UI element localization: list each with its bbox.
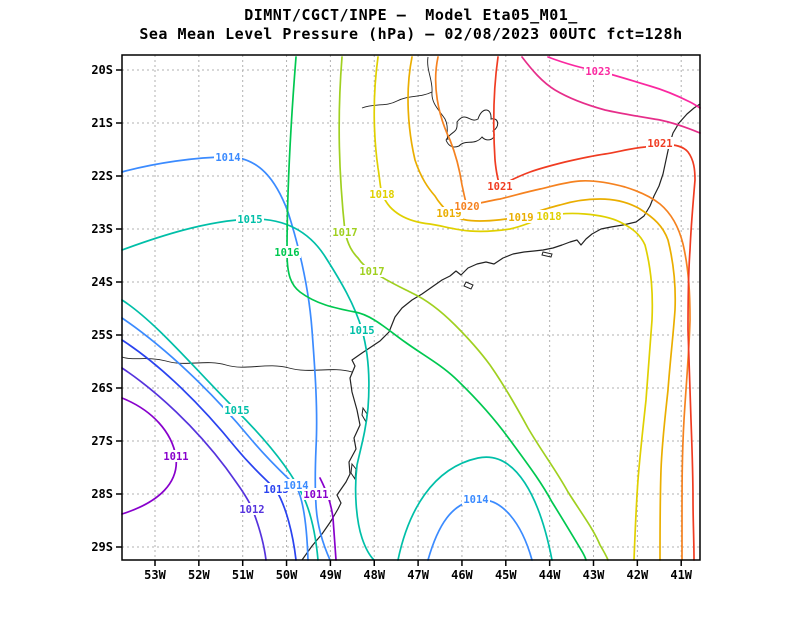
isobar-label: 1017 (332, 227, 357, 239)
isobar-label: 1020 (454, 201, 479, 213)
river-border-line (427, 56, 449, 141)
isobar-1015 (121, 299, 319, 561)
isobar-label: 1019 (508, 212, 533, 224)
isobar-lines (121, 56, 701, 561)
y-axis-label: 26S (91, 381, 113, 395)
isobar-1014 (427, 498, 533, 561)
coastline-layer (121, 56, 701, 561)
x-axis-label: 43W (583, 568, 605, 582)
river-border-line (121, 356, 353, 373)
axis-ticks (116, 69, 682, 566)
island (541, 251, 553, 258)
x-axis-label: 44W (539, 568, 561, 582)
isobar-label: 1012 (239, 504, 264, 516)
isobar-label-mask (282, 479, 310, 491)
x-axis-label: 48W (363, 568, 385, 582)
x-axis-label: 46W (451, 568, 473, 582)
isobar-label-mask (453, 200, 481, 212)
isobar-label: 1023 (585, 66, 610, 78)
x-axis-label: 53W (144, 568, 166, 582)
isobar-label-mask (462, 493, 490, 505)
axis-tick-labels: 53W 52W 51W 50W 49W 48W 47W 46W 45W 44W 43W 42W 41W 2… (91, 63, 692, 582)
isobar-1022 (521, 56, 701, 134)
isobar-label: 1015 (237, 214, 262, 226)
isobar-label-mask (273, 246, 301, 258)
x-axis-label: 42W (627, 568, 649, 582)
isobar-label: 1016 (274, 247, 299, 259)
isobar-label-mask (348, 324, 376, 336)
isobar-label-mask (162, 450, 190, 462)
isobar-label-mask (368, 188, 396, 200)
isobar-label-mask (486, 180, 514, 192)
isobar-label: 1018 (536, 211, 561, 223)
isobar-label: 1017 (359, 266, 384, 278)
isobar-label-mask (535, 210, 563, 222)
isobar-1020 (434, 56, 691, 561)
isobar-label: 1011 (163, 451, 188, 463)
lake (445, 109, 499, 148)
isobar-label-mask (646, 137, 674, 149)
isobar-1013 (121, 339, 297, 561)
x-axis-label: 45W (495, 568, 517, 582)
isobar-label-mask (238, 503, 266, 515)
x-axis-label: 47W (407, 568, 429, 582)
coastline (301, 103, 701, 561)
x-axis-label: 41W (670, 568, 692, 582)
isobar-label-mask (223, 404, 251, 416)
isobar-1017 (338, 56, 609, 561)
y-axis-label: 20S (91, 63, 113, 77)
isobar-label: 1014 (283, 480, 308, 492)
isobar-label: 1011 (303, 489, 328, 501)
x-axis-label: 49W (320, 568, 342, 582)
river-border-line (361, 91, 433, 109)
map-title-model: DIMNT/CGCT/INPE – Model Eta05_M01_ (244, 6, 578, 24)
grid-lines (122, 55, 700, 560)
map-title-field: Sea Mean Level Pressure (hPa) – 02/08/20… (139, 25, 683, 43)
isobar-label-mask (507, 211, 535, 223)
isobar-labels: 1014101510161017101710181019102010211019… (162, 65, 674, 516)
isobar-label-mask (214, 151, 242, 163)
isobar-label: 1015 (224, 405, 249, 417)
y-axis-label: 24S (91, 275, 113, 289)
y-axis-label: 21S (91, 116, 113, 130)
isobar-label: 1021 (647, 138, 672, 150)
isobar-label: 1021 (487, 181, 512, 193)
isobar-label: 1014 (463, 494, 488, 506)
isobar-1018 (373, 56, 654, 561)
island (463, 281, 474, 290)
isobar-label: 1014 (215, 152, 240, 164)
x-axis-label: 50W (276, 568, 298, 582)
y-axis-label: 22S (91, 169, 113, 183)
isobar-1021 (492, 56, 696, 561)
isobar-label-mask (358, 265, 386, 277)
isobar-label-mask (331, 226, 359, 238)
y-axis-label: 29S (91, 540, 113, 554)
isobar-1019 (407, 56, 677, 561)
isobar-label-mask (236, 213, 264, 225)
x-axis-label: 52W (188, 568, 210, 582)
isobar-1014 (121, 317, 309, 561)
isobar-1012 (121, 367, 267, 561)
y-axis-label: 27S (91, 434, 113, 448)
x-axis-label: 51W (232, 568, 254, 582)
y-axis-label: 28S (91, 487, 113, 501)
y-axis-label: 25S (91, 328, 113, 342)
isobar-label: 1015 (349, 325, 374, 337)
isobar-label-mask (584, 65, 612, 77)
isobar-label: 1018 (369, 189, 394, 201)
y-axis-label: 23S (91, 222, 113, 236)
plot-border (121, 54, 701, 561)
isobar-1023 (547, 56, 701, 109)
isobar-1015 (397, 456, 553, 561)
